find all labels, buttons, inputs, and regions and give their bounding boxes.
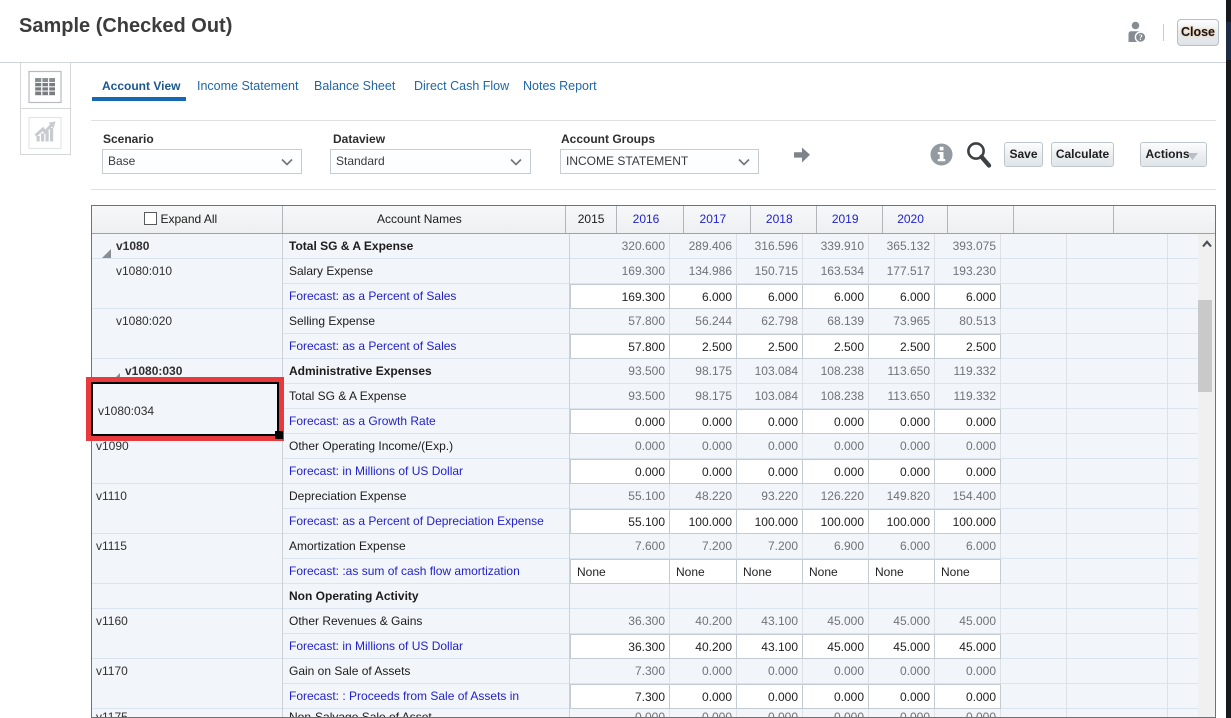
svg-text:?: ? [1138, 32, 1142, 42]
